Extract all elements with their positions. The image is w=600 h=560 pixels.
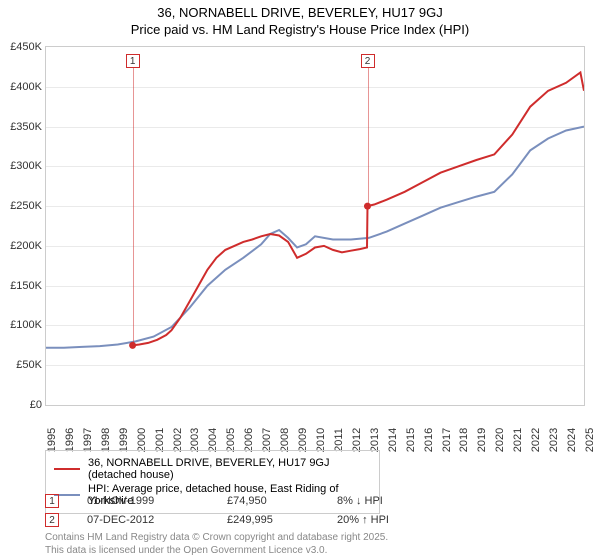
x-tick-label: 2022	[530, 428, 542, 452]
sale-price: £249,995	[227, 514, 337, 526]
y-tick-label: £250K	[10, 200, 42, 212]
chart-container: 36, NORNABELL DRIVE, BEVERLEY, HU17 9GJ …	[0, 0, 600, 560]
attribution-line: Contains HM Land Registry data © Crown c…	[45, 532, 388, 545]
chart-plot-area	[45, 46, 585, 406]
sale-price: £74,950	[227, 495, 337, 507]
sale-marker-index: 1	[45, 494, 59, 508]
y-tick-label: £100K	[10, 319, 42, 331]
x-tick-label: 2001	[154, 428, 166, 452]
x-tick-label: 2019	[476, 428, 488, 452]
x-tick-label: 2021	[512, 428, 524, 452]
x-tick-label: 2025	[584, 428, 596, 452]
x-tick-label: 2013	[369, 428, 381, 452]
x-tick-label: 2016	[423, 428, 435, 452]
x-tick-label: 1998	[100, 428, 112, 452]
x-tick-label: 1995	[46, 428, 58, 452]
x-tick-label: 2003	[189, 428, 201, 452]
x-tick-label: 2004	[207, 428, 219, 452]
sale-marker-box: 2	[361, 54, 375, 68]
sale-hpi-diff: 8% ↓ HPI	[337, 495, 447, 507]
x-tick-label: 2017	[441, 428, 453, 452]
x-tick-label: 2008	[279, 428, 291, 452]
chart-line	[46, 127, 584, 348]
y-tick-label: £350K	[10, 121, 42, 133]
x-tick-label: 2011	[333, 428, 345, 452]
x-tick-label: 1996	[64, 428, 76, 452]
legend-label: 36, NORNABELL DRIVE, BEVERLEY, HU17 9GJ …	[88, 457, 371, 481]
chart-subtitle: Price paid vs. HM Land Registry's House …	[0, 22, 600, 41]
x-tick-label: 1999	[118, 428, 130, 452]
legend-swatch	[54, 468, 80, 470]
x-tick-label: 2023	[548, 428, 560, 452]
y-tick-label: £200K	[10, 240, 42, 252]
x-tick-label: 2010	[315, 428, 327, 452]
sale-marker-line	[368, 68, 369, 206]
chart-title: 36, NORNABELL DRIVE, BEVERLEY, HU17 9GJ	[0, 0, 600, 22]
sale-marker-index: 2	[45, 513, 59, 527]
chart-line	[133, 73, 584, 346]
sales-table: 1 01-NOV-1999 £74,950 8% ↓ HPI 2 07-DEC-…	[45, 490, 447, 531]
sale-marker-line	[133, 68, 134, 345]
sale-date: 01-NOV-1999	[87, 495, 227, 507]
x-tick-label: 2000	[136, 428, 148, 452]
x-tick-label: 2007	[261, 428, 273, 452]
x-tick-label: 2018	[458, 428, 470, 452]
x-tick-label: 2020	[494, 428, 506, 452]
x-tick-label: 2014	[387, 428, 399, 452]
x-tick-label: 1997	[82, 428, 94, 452]
attribution: Contains HM Land Registry data © Crown c…	[45, 532, 388, 557]
sale-date: 07-DEC-2012	[87, 514, 227, 526]
sale-marker-box: 1	[126, 54, 140, 68]
attribution-line: This data is licensed under the Open Gov…	[45, 545, 388, 558]
y-tick-label: £0	[30, 399, 42, 411]
y-tick-label: £300K	[10, 160, 42, 172]
x-tick-label: 2005	[225, 428, 237, 452]
y-tick-label: £50K	[16, 359, 42, 371]
table-row: 1 01-NOV-1999 £74,950 8% ↓ HPI	[45, 493, 447, 509]
x-tick-label: 2012	[351, 428, 363, 452]
y-tick-label: £150K	[10, 280, 42, 292]
x-tick-label: 2006	[243, 428, 255, 452]
x-tick-label: 2015	[405, 428, 417, 452]
chart-svg	[46, 47, 584, 405]
y-tick-label: £400K	[10, 81, 42, 93]
sale-hpi-diff: 20% ↑ HPI	[337, 514, 447, 526]
y-tick-label: £450K	[10, 41, 42, 53]
x-tick-label: 2024	[566, 428, 578, 452]
x-tick-label: 2002	[172, 428, 184, 452]
x-tick-label: 2009	[297, 428, 309, 452]
table-row: 2 07-DEC-2012 £249,995 20% ↑ HPI	[45, 512, 447, 528]
legend-item: 36, NORNABELL DRIVE, BEVERLEY, HU17 9GJ …	[54, 457, 371, 481]
